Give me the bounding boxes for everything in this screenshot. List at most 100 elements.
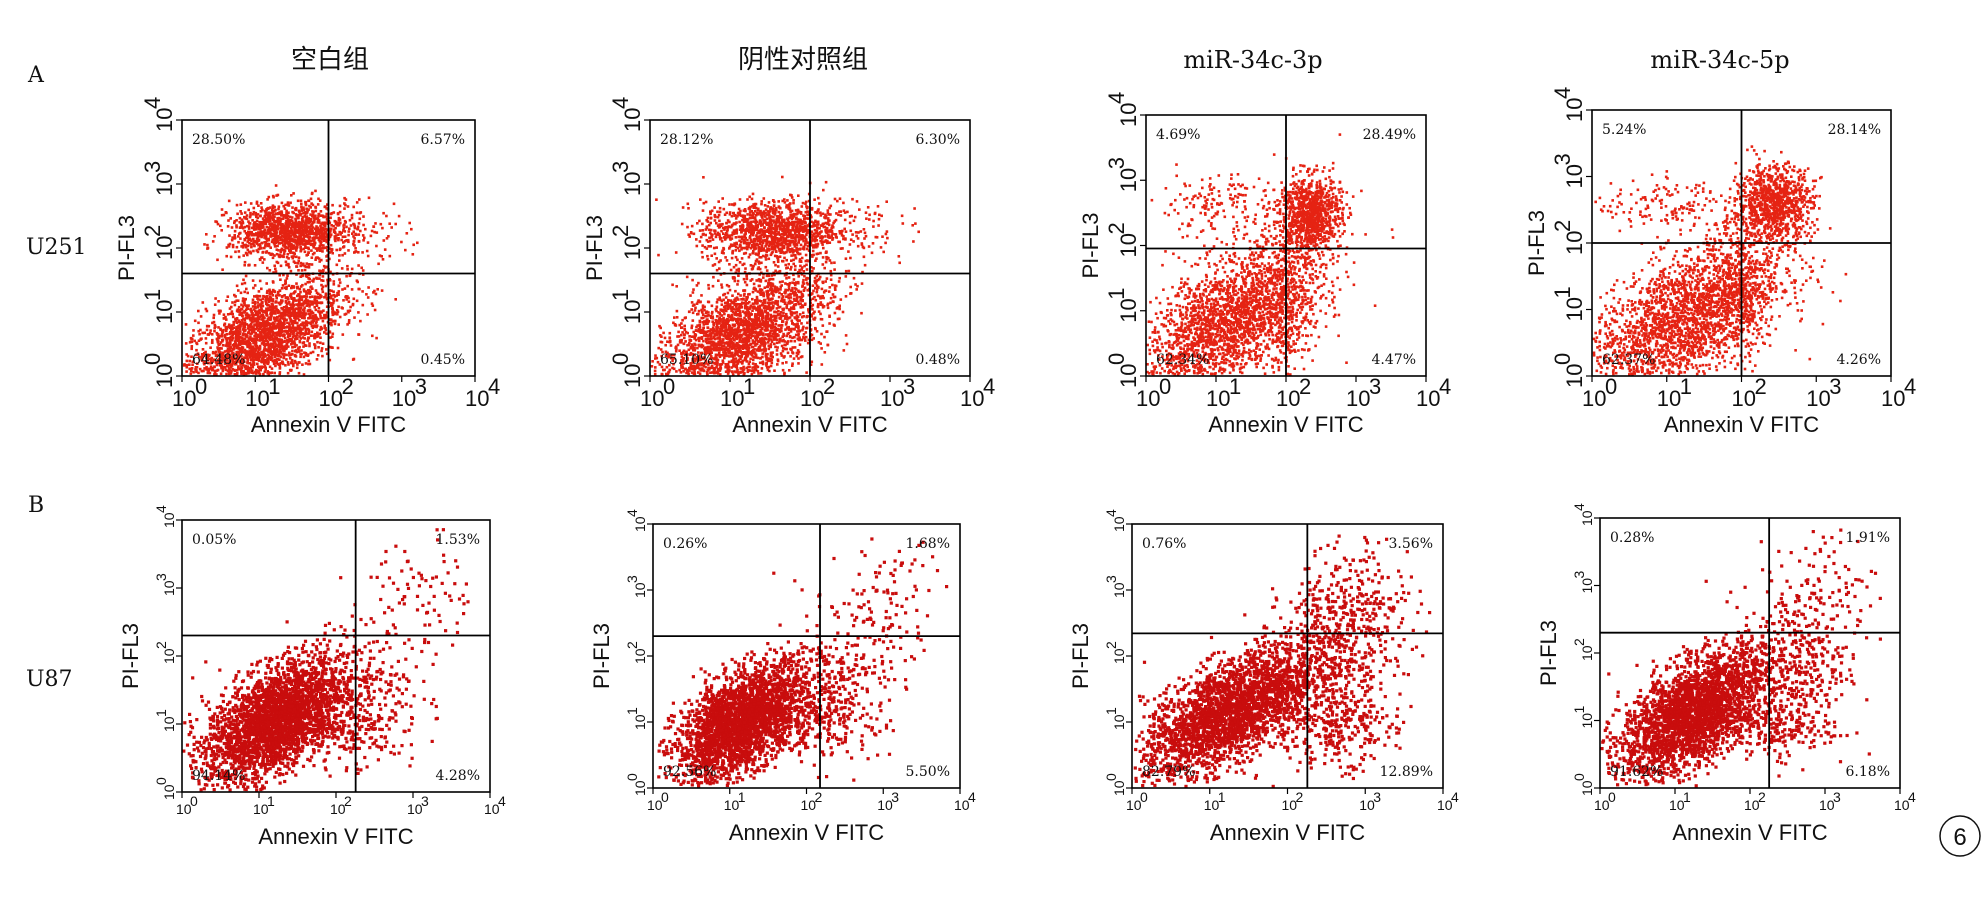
event-dot	[267, 348, 271, 352]
event-dot	[274, 267, 277, 271]
event-dot	[213, 235, 216, 238]
event-dot	[235, 309, 239, 313]
event-dot	[270, 357, 274, 360]
event-dot	[672, 367, 676, 371]
event-dot	[300, 332, 303, 335]
event-dot	[341, 216, 345, 219]
event-dot	[330, 248, 334, 251]
event-dot	[255, 215, 258, 219]
event-dot	[294, 307, 297, 310]
event-dot	[269, 371, 273, 375]
event-dot	[287, 335, 290, 339]
event-dot	[258, 365, 261, 369]
event-dot	[297, 269, 300, 272]
event-dot	[240, 336, 244, 340]
event-dot	[845, 342, 849, 346]
event-dot	[250, 352, 253, 355]
event-dot	[254, 211, 258, 215]
event-dot	[674, 349, 678, 353]
panel-label-b: B	[28, 493, 44, 518]
event-dot	[298, 293, 301, 296]
event-dot	[304, 330, 307, 334]
event-dot	[303, 240, 307, 243]
event-dot	[233, 229, 237, 233]
event-dot	[898, 261, 901, 265]
event-dot	[278, 231, 282, 234]
event-dot	[355, 211, 359, 215]
quadrant-lower-right-percent: 0.45%	[421, 352, 465, 368]
event-dot	[802, 325, 805, 329]
event-dot	[306, 338, 310, 341]
event-dot	[198, 332, 201, 336]
event-dot	[359, 229, 362, 233]
event-dot	[305, 234, 309, 238]
event-dot	[264, 219, 268, 222]
event-dot	[261, 230, 264, 234]
event-dot	[302, 206, 305, 209]
event-dot	[213, 329, 216, 333]
event-dot	[227, 219, 230, 222]
event-dot	[273, 335, 276, 338]
event-dot	[266, 266, 269, 270]
event-dot	[267, 332, 270, 336]
event-dot	[335, 309, 339, 312]
event-dot	[315, 232, 319, 235]
event-dot	[246, 335, 249, 338]
event-dot	[258, 311, 261, 315]
event-dot	[710, 304, 714, 308]
event-dot	[276, 212, 280, 215]
event-dot	[812, 253, 815, 257]
event-dot	[793, 268, 797, 271]
event-dot	[213, 323, 217, 327]
event-dot	[201, 331, 204, 335]
event-dot	[274, 312, 277, 315]
event-dot	[264, 241, 268, 245]
event-dot	[214, 297, 217, 300]
event-dot	[278, 242, 282, 245]
event-dot	[240, 318, 244, 322]
event-dot	[736, 320, 740, 324]
event-dot	[289, 269, 293, 273]
event-dot	[287, 284, 291, 287]
event-dot	[352, 240, 356, 243]
event-dot	[300, 269, 304, 272]
event-dot	[303, 314, 306, 317]
event-dot	[299, 315, 302, 318]
event-dot	[243, 325, 246, 328]
event-dot	[290, 219, 294, 223]
event-dot	[238, 216, 242, 220]
event-dot	[276, 236, 279, 239]
event-dot	[330, 224, 333, 227]
event-dot	[271, 206, 275, 210]
event-dot	[228, 349, 232, 353]
event-dot	[271, 321, 275, 325]
event-dot	[361, 269, 365, 272]
event-dot	[232, 360, 235, 364]
event-dot	[311, 287, 314, 290]
event-dot	[283, 340, 286, 343]
event-dot	[727, 360, 731, 364]
event-dot	[258, 308, 261, 312]
event-dot	[300, 298, 304, 302]
event-dot	[352, 230, 355, 233]
event-dot	[248, 351, 251, 355]
event-dot	[254, 306, 257, 310]
event-dot	[265, 325, 268, 328]
event-dot	[263, 335, 267, 338]
event-dot	[231, 236, 234, 239]
event-dot	[293, 229, 296, 232]
event-dot	[288, 334, 292, 337]
event-dot	[228, 372, 231, 376]
event-dot	[723, 312, 726, 316]
event-dot	[234, 341, 237, 344]
event-dot	[244, 304, 248, 307]
event-dot	[656, 360, 660, 364]
event-dot	[782, 347, 785, 350]
event-dot	[262, 339, 266, 343]
event-dot	[332, 301, 335, 305]
event-dot	[742, 298, 745, 301]
event-dot	[374, 222, 377, 225]
event-dot	[310, 256, 314, 259]
event-dot	[299, 329, 303, 333]
event-dot	[257, 335, 261, 338]
